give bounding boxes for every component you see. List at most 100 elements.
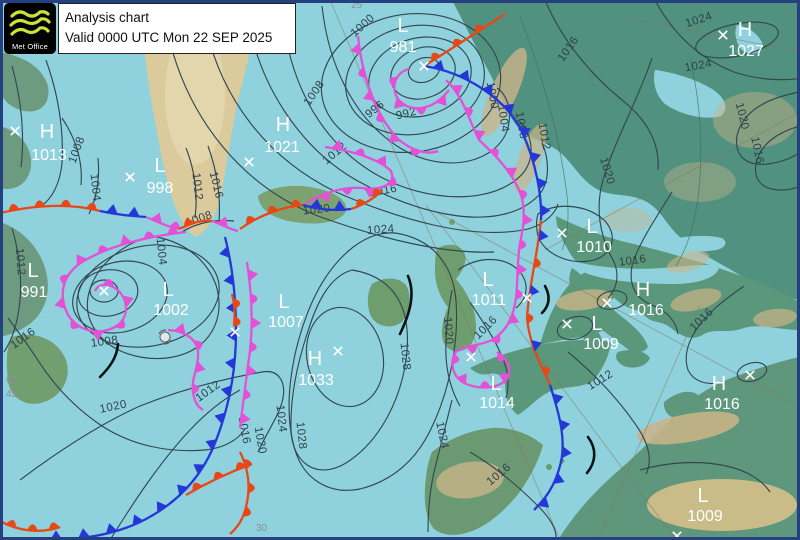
cold-front	[423, 59, 551, 221]
front-semicircle	[102, 278, 114, 287]
mixed-front	[525, 219, 552, 386]
pressure-center-value: 1011	[472, 292, 507, 309]
front-semicircle	[533, 257, 541, 269]
front-triangle	[246, 364, 257, 377]
met-office-logo: Met Office	[4, 3, 56, 54]
white-sea	[735, 25, 763, 54]
front-semicircle	[356, 198, 367, 208]
front-triangle	[519, 126, 531, 138]
pressure-center-x-marker	[557, 228, 567, 238]
pressure-center-letter: L	[586, 216, 597, 238]
pressure-center-letter: L	[27, 260, 38, 282]
front-semicircle	[267, 205, 279, 214]
front-triangle	[219, 246, 230, 258]
pressure-center-value: 1009	[687, 508, 723, 525]
front-triangle	[561, 446, 572, 459]
front-semicircle	[372, 188, 383, 198]
front-semicircle	[34, 200, 46, 208]
front-semicircle	[98, 245, 109, 254]
front-triangle	[505, 167, 518, 178]
front-triangle	[309, 198, 322, 210]
pressure-center-value: 1014	[479, 395, 515, 412]
front-semicircle	[26, 524, 38, 531]
sardinia	[583, 328, 602, 354]
graticule-label: 45	[6, 389, 18, 400]
pressure-center-x-marker	[466, 352, 476, 362]
isobar-value-label: 1024	[274, 404, 289, 433]
pressure-center-letter: L	[278, 291, 289, 313]
newfoundland	[6, 334, 68, 404]
chart-valid-time: Valid 0000 UTC Mon 22 SEP 2025	[65, 30, 273, 45]
occluded-front	[445, 79, 533, 389]
front-triangle	[538, 496, 550, 508]
graticule-label: 25	[351, 0, 363, 11]
sicily	[616, 350, 650, 368]
front-semicircle	[341, 187, 353, 195]
front-triangle	[529, 284, 540, 297]
pressure-center-value: 1002	[153, 302, 189, 319]
front-semicircle	[354, 148, 366, 157]
labrador	[0, 222, 48, 337]
front-triangle	[537, 177, 548, 190]
occluded-front	[238, 261, 262, 429]
pressure-center-x-marker	[602, 298, 612, 308]
pressure-center-x-marker	[244, 157, 254, 167]
shetland	[449, 219, 455, 225]
pressure-center-letter: H	[712, 373, 726, 395]
front-semicircle	[518, 238, 527, 250]
front-triangle	[331, 139, 344, 151]
pressure-center-x-marker	[562, 319, 572, 329]
isobar-value-label: 1004	[154, 237, 169, 266]
front-triangle	[436, 94, 447, 107]
logo-waves-icon	[9, 10, 51, 36]
front-triangle	[166, 224, 179, 235]
front-triangle	[388, 132, 400, 144]
terrain-patches	[436, 47, 797, 531]
warm-front	[0, 199, 101, 215]
front-triangle	[105, 523, 118, 534]
pressure-center-value: 1009	[583, 336, 619, 353]
front-semicircle	[169, 221, 181, 230]
graticule-label: 60	[6, 375, 18, 386]
front-semicircle	[248, 482, 255, 494]
front-triangle	[194, 361, 206, 374]
warm-front	[230, 293, 241, 328]
front-triangle	[214, 412, 226, 425]
front-semicircle	[526, 312, 534, 324]
front-semicircle	[453, 38, 463, 48]
front-semicircle	[410, 147, 421, 156]
warm-front	[350, 188, 383, 211]
front-triangle	[319, 191, 331, 203]
front-triangle	[466, 344, 478, 356]
front-triangle	[559, 419, 571, 432]
front-triangle	[205, 439, 217, 451]
pressure-center-value: 1010	[576, 239, 612, 256]
warm-front	[229, 451, 255, 535]
warm-front	[239, 199, 304, 230]
front-semicircle	[541, 366, 550, 377]
warm-front	[0, 519, 61, 532]
front-triangle	[248, 269, 259, 282]
isobar-value-label: 1020	[252, 426, 269, 455]
pressure-center-x-marker	[10, 126, 20, 136]
pressure-center-letter: H	[40, 121, 54, 143]
pressure-center-l998: L 998	[125, 155, 173, 197]
pressure-center-x-marker	[333, 346, 343, 356]
front-triangle	[76, 254, 87, 266]
front-triangle	[176, 484, 188, 496]
occluded-front	[305, 139, 397, 204]
front-triangle	[482, 84, 493, 96]
chart-info-box: Analysis chart Valid 0000 UTC Mon 22 SEP…	[58, 3, 296, 54]
isobar-layer	[3, 0, 800, 540]
front-triangle	[508, 312, 520, 324]
front-semicircle	[194, 340, 203, 351]
front-triangle	[240, 412, 251, 425]
pressure-center-value: 1033	[298, 372, 334, 389]
pressure-center-value: 1021	[264, 139, 300, 156]
